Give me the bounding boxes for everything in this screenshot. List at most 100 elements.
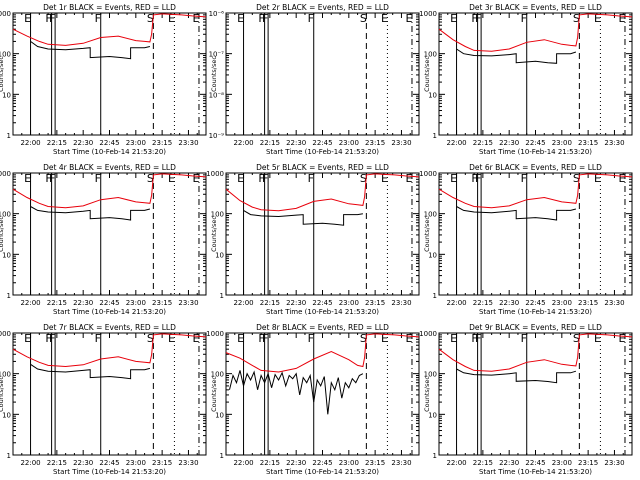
x-tick-label: 22:15: [260, 139, 280, 147]
lld-series-line: [438, 333, 633, 372]
y-tick-label: 100: [211, 211, 224, 219]
y-tick-label: 1: [433, 292, 437, 300]
plot-frame: [225, 12, 420, 136]
x-tick-label: 22:30: [499, 139, 519, 147]
events-series-line: [456, 48, 577, 64]
x-tick-label: 23:15: [365, 459, 385, 467]
marker-label: E: [594, 12, 601, 25]
panel-det-5: Det 5r BLACK = Events, RED = LLD 1 10 100 10…: [206, 163, 420, 316]
marker-label: F: [258, 332, 264, 345]
x-tick-label: 23:15: [578, 299, 598, 307]
y-tick-label: 1: [7, 292, 11, 300]
y-tick-label: 1000: [206, 170, 224, 178]
x-tick-label: 22:45: [99, 459, 119, 467]
panel-title: Det 5r BLACK = Events, RED = LLD: [256, 163, 389, 172]
y-axis-label: Counts/sec: [210, 56, 218, 92]
y-tick-label: 1: [220, 292, 224, 300]
x-tick-label: 23:30: [604, 299, 624, 307]
y-tick-label: 10: [428, 411, 437, 419]
marker-label: E: [406, 12, 413, 25]
x-tick-label: 23:30: [604, 459, 624, 467]
marker-label: F: [521, 332, 527, 345]
y-tick-label: 10: [428, 251, 437, 259]
marker-label: F: [45, 332, 51, 345]
y-tick-label: 10: [215, 251, 224, 259]
events-series-line: [456, 368, 577, 384]
x-tick-label: 22:30: [499, 459, 519, 467]
lld-series-line: [12, 13, 207, 46]
y-tick-label: 1000: [419, 330, 437, 338]
x-axis-label: Start Time (10-Feb-14 21:53:20): [479, 308, 592, 316]
y-tick-label: 1000: [206, 330, 224, 338]
x-tick-label: 22:00: [20, 139, 40, 147]
panel-title: Det 9r BLACK = Events, RED = LLD: [469, 323, 602, 332]
x-tick-label: 22:45: [525, 139, 545, 147]
lld-series-line: [225, 173, 420, 212]
marker-label: F: [45, 12, 51, 25]
marker-label: E: [619, 332, 626, 345]
x-tick-label: 23:30: [391, 299, 411, 307]
y-tick-label: 10: [428, 91, 437, 99]
x-tick-label: 22:15: [473, 459, 493, 467]
marker-label: E: [168, 332, 175, 345]
marker-label: F: [45, 172, 51, 185]
marker-label: E: [237, 12, 244, 25]
marker-label: E: [24, 172, 31, 185]
marker-label: F: [262, 172, 268, 185]
marker-label: E: [168, 12, 175, 25]
marker-label: F: [475, 332, 481, 345]
x-axis-label: Start Time (10-Feb-14 21:53:20): [266, 308, 379, 316]
marker-label: F: [475, 172, 481, 185]
y-tick-label: 100: [211, 371, 224, 379]
y-axis-label: Counts/sec: [423, 376, 431, 412]
marker-label: E: [193, 172, 200, 185]
events-series-line: [229, 370, 364, 415]
y-tick-label: 100: [0, 51, 11, 59]
marker-label: F: [95, 332, 101, 345]
x-tick-label: 22:30: [73, 459, 93, 467]
x-tick-label: 22:45: [525, 459, 545, 467]
marker-label: E: [594, 332, 601, 345]
x-tick-label: 23:30: [178, 299, 198, 307]
x-tick-label: 23:00: [339, 459, 359, 467]
lld-series-line: [12, 173, 207, 209]
x-tick-label: 23:00: [339, 299, 359, 307]
marker-label: E: [168, 172, 175, 185]
marker-label: F: [471, 332, 477, 345]
x-tick-label: 22:00: [446, 299, 466, 307]
plot-frame: [438, 172, 633, 296]
marker-label: F: [475, 12, 481, 25]
x-tick-label: 22:00: [446, 139, 466, 147]
plot-frame: [438, 332, 633, 456]
x-tick-label: 23:30: [178, 139, 198, 147]
marker-label: F: [262, 12, 268, 25]
x-tick-label: 22:00: [20, 299, 40, 307]
x-tick-label: 23:00: [126, 139, 146, 147]
x-tick-label: 22:30: [286, 299, 306, 307]
x-tick-label: 23:00: [126, 459, 146, 467]
y-axis-label: Counts/sec: [423, 56, 431, 92]
x-tick-label: 23:00: [126, 299, 146, 307]
marker-label: F: [308, 12, 314, 25]
x-tick-label: 23:30: [178, 459, 198, 467]
x-tick-label: 23:00: [552, 139, 572, 147]
x-tick-label: 22:30: [73, 139, 93, 147]
x-tick-label: 23:30: [391, 459, 411, 467]
marker-label: F: [258, 12, 264, 25]
x-axis-label: Start Time (10-Feb-14 21:53:20): [53, 148, 166, 156]
marker-label: F: [95, 12, 101, 25]
x-tick-label: 23:00: [552, 459, 572, 467]
panel-title: Det 4r BLACK = Events, RED = LLD: [43, 163, 176, 172]
x-tick-label: 22:15: [473, 299, 493, 307]
panel-det-3: Det 3r BLACK = Events, RED = LLD 1 10 100 10…: [419, 3, 633, 156]
x-tick-label: 22:15: [47, 139, 67, 147]
y-tick-label: 1000: [0, 10, 11, 18]
plot-frame: [12, 332, 207, 456]
panel-title: Det 2r BLACK = Events, RED = LLD: [256, 3, 389, 12]
x-tick-label: 23:30: [391, 139, 411, 147]
events-series-line: [30, 40, 151, 60]
panel-title: Det 8r BLACK = Events, RED = LLD: [256, 323, 389, 332]
panel-det-6: Det 6r BLACK = Events, RED = LLD 1 10 100 10…: [419, 163, 633, 316]
marker-label: S: [360, 332, 367, 345]
